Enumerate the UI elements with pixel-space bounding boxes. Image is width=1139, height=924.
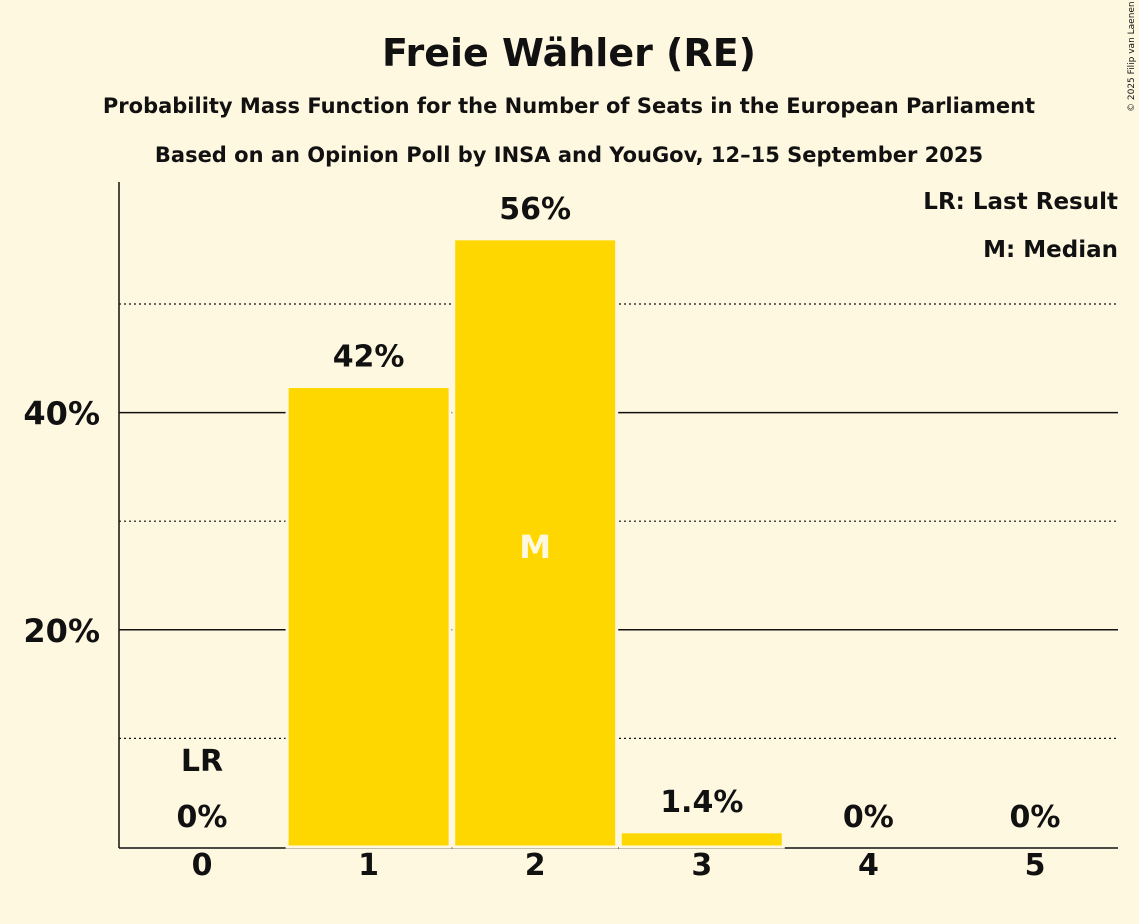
- x-tick-label: 3: [691, 848, 712, 883]
- value-label: 0%: [1010, 800, 1061, 835]
- x-tick-label: 1: [358, 848, 379, 883]
- legend-median: M: Median: [983, 237, 1118, 263]
- y-tick-label: 40%: [23, 395, 100, 433]
- value-label: 1.4%: [660, 785, 743, 820]
- gridlines: [118, 182, 1118, 849]
- bars: [285, 237, 785, 849]
- value-label: 56%: [499, 192, 571, 227]
- chart-subtitle: Probability Mass Function for the Number…: [103, 94, 1035, 118]
- value-label: 0%: [843, 800, 894, 835]
- chart-title: Freie Wähler (RE): [382, 31, 756, 75]
- last-result-marker: LR: [181, 744, 223, 779]
- x-tick-label: 4: [858, 848, 879, 883]
- y-tick-label: 20%: [23, 612, 100, 650]
- x-tick-label: 2: [525, 848, 546, 883]
- value-label: 42%: [333, 340, 405, 375]
- bar: [285, 385, 452, 849]
- legend-last-result: LR: Last Result: [923, 189, 1118, 215]
- x-tick-label: 0: [192, 848, 213, 883]
- chart-subtitle-2: Based on an Opinion Poll by INSA and You…: [155, 143, 983, 167]
- x-tick-label: 5: [1025, 848, 1046, 883]
- copyright: © 2025 Filip van Laenen: [1127, 1, 1137, 112]
- bar: [618, 830, 785, 849]
- bar: [452, 237, 619, 849]
- median-marker: M: [519, 528, 551, 566]
- value-label: 0%: [177, 800, 228, 835]
